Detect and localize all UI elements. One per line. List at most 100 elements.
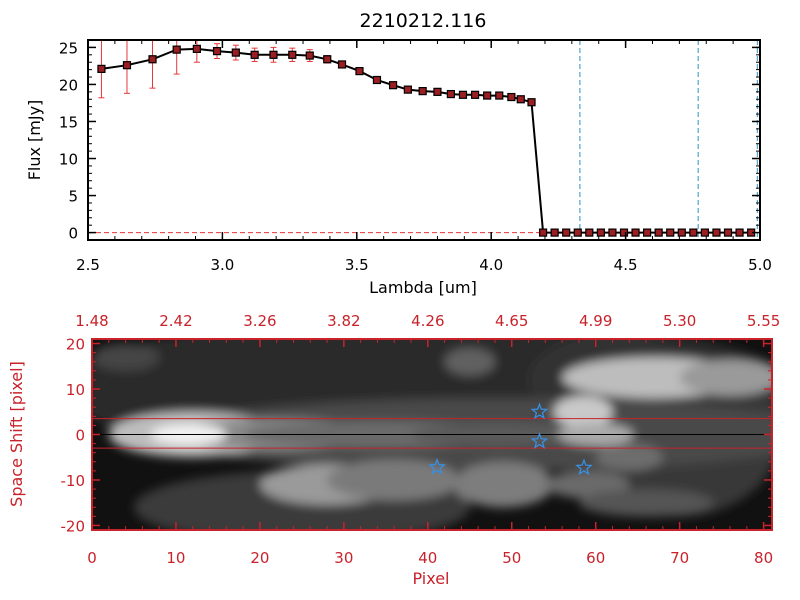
data-point bbox=[212, 47, 222, 56]
spectrum-axes: 2.5 3.0 3.5 4.0 4.5 5.0 0 5 10 15 20 25 bbox=[59, 39, 772, 274]
pixel-tick-label: 10 bbox=[166, 549, 185, 567]
data-point bbox=[723, 228, 733, 237]
shift-tick-label: 10 bbox=[66, 381, 85, 399]
data-point bbox=[712, 228, 721, 237]
image-axes: 0 10 20 30 40 50 60 70 80 1.48 2.42 3.26 3.82 4.26 4.6… bbox=[61, 312, 781, 567]
data-point bbox=[550, 228, 559, 237]
data-point bbox=[631, 228, 640, 237]
data-point bbox=[654, 228, 663, 237]
data-point bbox=[231, 48, 240, 57]
data-point bbox=[483, 91, 492, 100]
data-point bbox=[323, 55, 332, 64]
emission-blob bbox=[595, 443, 663, 471]
title-top: 2210212.116 bbox=[360, 10, 487, 32]
shift-tick-label: 20 bbox=[66, 336, 85, 354]
wavelength-tick-label: 5.55 bbox=[747, 312, 780, 330]
data-point bbox=[700, 228, 709, 237]
x-tick-label: 3.0 bbox=[210, 256, 234, 274]
data-point bbox=[418, 87, 427, 96]
pixel-tick-label: 20 bbox=[250, 549, 269, 567]
x-tick-label: 2.5 bbox=[76, 256, 100, 274]
data-point bbox=[596, 228, 605, 237]
data-point bbox=[403, 85, 412, 94]
shift-tick-label: 0 bbox=[75, 427, 85, 445]
data-point bbox=[470, 90, 480, 99]
shift-tick-label: -10 bbox=[61, 472, 86, 490]
pixel-tick-label: 30 bbox=[334, 549, 353, 567]
star-marker-0 bbox=[530, 402, 549, 420]
data-point bbox=[585, 228, 594, 237]
x-tick-label: 5.0 bbox=[748, 256, 772, 274]
data-point bbox=[172, 45, 181, 54]
image-overlay bbox=[92, 402, 772, 476]
image-ylabel: Space Shift [pixel] bbox=[7, 361, 26, 507]
data-point bbox=[388, 81, 398, 90]
wavelength-tick-label: 1.48 bbox=[75, 312, 108, 330]
spectrum-frame bbox=[87, 39, 761, 241]
data-point bbox=[735, 228, 744, 237]
pixel-tick-label: 60 bbox=[586, 549, 605, 567]
data-point bbox=[495, 91, 504, 100]
emission-blob bbox=[578, 489, 714, 517]
pixel-tick-label: 50 bbox=[502, 549, 521, 567]
star-marker-1 bbox=[530, 431, 549, 449]
pixel-tick-label: 80 bbox=[754, 549, 773, 567]
wavelength-tick-label: 3.82 bbox=[327, 312, 360, 330]
data-point bbox=[305, 51, 314, 60]
data-point bbox=[269, 50, 278, 59]
y-tick-label: 25 bbox=[59, 39, 78, 57]
flux-series-line bbox=[101, 47, 752, 234]
y-tick-label: 15 bbox=[59, 113, 78, 131]
emission-blob bbox=[327, 459, 462, 501]
data-point bbox=[337, 60, 347, 69]
data-point bbox=[619, 228, 629, 237]
data-point bbox=[250, 50, 259, 59]
data-point bbox=[148, 55, 157, 64]
data-point bbox=[562, 228, 571, 237]
data-point bbox=[643, 228, 652, 237]
image-2d-spectrum bbox=[92, 339, 772, 530]
emission-blob bbox=[92, 343, 160, 371]
wavelength-tick-label: 4.65 bbox=[495, 312, 528, 330]
pixel-tick-label: 40 bbox=[418, 549, 437, 567]
y-tick-label: 5 bbox=[68, 188, 78, 206]
data-point bbox=[97, 64, 106, 73]
data-point bbox=[122, 61, 132, 70]
wavelength-tick-label: 5.30 bbox=[663, 312, 696, 330]
wavelength-tick-label: 2.42 bbox=[159, 312, 192, 330]
data-point bbox=[288, 50, 297, 59]
emission-blob bbox=[545, 470, 630, 499]
wavelength-tick-label: 3.26 bbox=[243, 312, 276, 330]
data-point bbox=[355, 67, 364, 76]
y-tick-label: 20 bbox=[59, 76, 78, 94]
star-marker-3 bbox=[575, 458, 593, 476]
data-point bbox=[507, 92, 516, 102]
data-point bbox=[516, 95, 525, 104]
data-point bbox=[538, 228, 548, 237]
data-point bbox=[608, 228, 617, 237]
wavelength-tick-label: 4.26 bbox=[411, 312, 444, 330]
data-point bbox=[677, 228, 686, 237]
emission-blob bbox=[679, 359, 772, 396]
image-xlabel: Pixel bbox=[412, 569, 449, 588]
y-tick-label: 0 bbox=[68, 225, 78, 243]
data-point bbox=[527, 98, 536, 107]
data-point bbox=[446, 89, 455, 99]
data-point bbox=[372, 75, 382, 85]
spectrum-xlabel: Lambda [um] bbox=[369, 278, 477, 297]
pixel-tick-label: 70 bbox=[670, 549, 689, 567]
data-point bbox=[689, 228, 698, 237]
spectrum-ylabel: Flux [mJy] bbox=[25, 100, 44, 181]
wavelength-tick-label: 4.99 bbox=[579, 312, 612, 330]
data-point bbox=[573, 228, 582, 237]
x-tick-label: 4.5 bbox=[614, 256, 638, 274]
x-tick-label: 4.0 bbox=[479, 256, 503, 274]
spectrum-plot bbox=[88, 40, 760, 240]
star-marker-2 bbox=[428, 457, 446, 475]
emission-blob bbox=[444, 348, 495, 376]
emission-blob bbox=[553, 395, 613, 428]
emission-blob bbox=[452, 461, 554, 508]
data-point bbox=[192, 44, 201, 53]
pixel-tick-label: 0 bbox=[87, 549, 97, 567]
